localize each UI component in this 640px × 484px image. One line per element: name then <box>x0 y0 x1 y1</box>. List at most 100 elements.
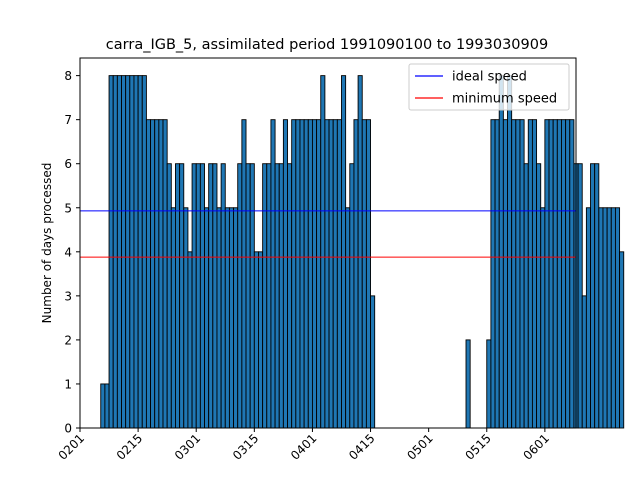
bar <box>606 207 612 429</box>
bar <box>228 207 235 429</box>
bar <box>170 207 176 429</box>
bar <box>494 119 500 429</box>
y-axis: 0 1 2 3 4 5 6 7 8 <box>64 69 80 436</box>
y-axis-label: Number of days processed <box>40 163 54 324</box>
bar <box>291 119 297 429</box>
bar <box>590 163 596 429</box>
bar <box>133 75 139 429</box>
y-tick-label: 5 <box>64 201 72 215</box>
bar <box>332 119 338 429</box>
bar <box>191 163 197 429</box>
bar <box>129 75 135 429</box>
bar <box>216 207 222 429</box>
bar <box>295 119 301 429</box>
bar <box>162 119 168 429</box>
bar <box>108 75 114 429</box>
bar <box>241 119 247 429</box>
bar <box>137 75 143 429</box>
bar <box>233 207 239 429</box>
bar <box>523 163 529 429</box>
bar <box>577 163 583 429</box>
bar <box>166 163 172 429</box>
bar <box>187 251 193 429</box>
bar <box>311 119 318 429</box>
y-tick-label: 2 <box>64 333 72 347</box>
reference-lines <box>80 210 576 258</box>
bar <box>548 119 554 429</box>
bar <box>341 75 347 429</box>
y-tick-label: 0 <box>64 422 72 436</box>
bar <box>112 75 118 429</box>
bar <box>486 339 492 429</box>
bar <box>274 163 280 429</box>
y-tick-label: 3 <box>64 289 72 303</box>
bar <box>531 119 538 429</box>
bar <box>536 163 542 429</box>
bar <box>125 75 131 429</box>
bar <box>581 295 587 429</box>
bar <box>490 119 496 429</box>
y-tick-label: 7 <box>64 113 72 127</box>
y-tick-label: 6 <box>64 157 72 171</box>
bar <box>179 163 185 429</box>
bar <box>158 119 164 429</box>
bar <box>544 119 550 429</box>
bar <box>527 119 533 429</box>
bar <box>145 119 152 429</box>
bar <box>349 163 355 429</box>
bar <box>370 295 376 429</box>
bar <box>556 119 562 429</box>
bar <box>303 119 309 429</box>
bar <box>602 207 608 429</box>
bar <box>345 207 351 429</box>
bar <box>614 207 621 429</box>
bar <box>266 163 272 429</box>
bar <box>324 119 330 429</box>
y-tick-label: 1 <box>64 377 72 391</box>
bar <box>154 119 160 429</box>
bar <box>619 251 625 429</box>
bar <box>224 207 230 429</box>
y-tick-label: 8 <box>64 69 72 83</box>
bar <box>150 119 156 429</box>
bar <box>357 75 363 429</box>
bar <box>299 119 305 429</box>
bar <box>199 163 205 429</box>
bar <box>121 75 127 429</box>
bar <box>565 119 571 429</box>
bar <box>220 163 226 429</box>
bar <box>204 207 210 429</box>
chart-title: carra_IGB_5, assimilated period 19910901… <box>106 37 548 53</box>
legend-box <box>408 63 570 111</box>
bar <box>353 119 359 429</box>
bar <box>282 119 288 429</box>
bar <box>561 119 567 429</box>
bar <box>365 119 371 429</box>
bar <box>316 119 322 429</box>
bar <box>175 163 181 429</box>
bar <box>212 163 218 429</box>
bar <box>270 119 276 429</box>
bar <box>307 119 313 429</box>
bar <box>507 75 513 429</box>
bar <box>511 119 517 429</box>
bar <box>585 207 591 429</box>
bar <box>610 207 616 429</box>
legend: ideal speed minimum speed <box>408 63 570 111</box>
bar <box>258 251 264 429</box>
bar <box>515 119 521 429</box>
bar <box>278 163 284 429</box>
bar <box>328 119 334 429</box>
bar <box>100 383 106 429</box>
bar <box>208 163 214 429</box>
bar <box>104 383 110 429</box>
bar <box>195 163 201 429</box>
bar <box>262 163 268 429</box>
legend-label-ideal: ideal speed <box>452 70 527 85</box>
bar <box>552 119 558 429</box>
plot-frame <box>79 57 577 429</box>
bar <box>361 119 367 429</box>
bar <box>498 75 504 429</box>
bar <box>320 75 326 429</box>
